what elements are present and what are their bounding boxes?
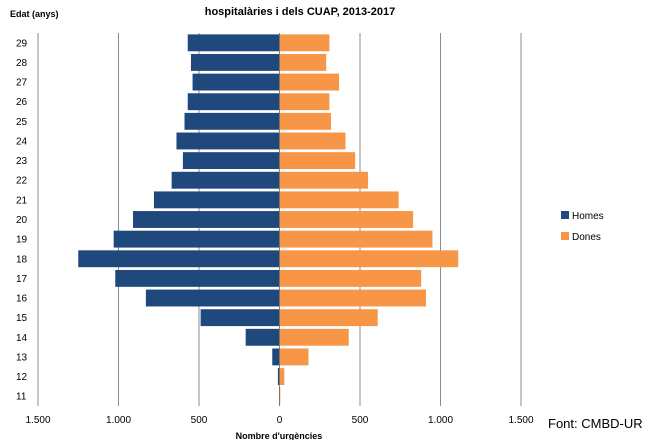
bar-homes-23 xyxy=(182,152,280,170)
y-tick-label: 23 xyxy=(16,156,28,167)
bar-homes-19 xyxy=(113,230,280,248)
bar-homes-22 xyxy=(171,171,280,189)
bar-dones-17 xyxy=(279,269,422,287)
x-axis-title: Nombre d'urgències xyxy=(236,431,323,440)
legend-swatch-homes xyxy=(561,211,569,219)
bar-homes-24 xyxy=(176,132,280,150)
y-tick-label: 27 xyxy=(16,78,28,89)
bar-homes-18 xyxy=(78,250,280,268)
y-tick-label: 24 xyxy=(16,136,28,147)
bar-dones-26 xyxy=(279,93,330,111)
bar-dones-11 xyxy=(279,387,281,405)
y-tick-label: 12 xyxy=(16,372,28,383)
y-tick-label: 13 xyxy=(16,352,28,363)
bar-homes-26 xyxy=(187,93,280,111)
y-tick-label: 14 xyxy=(16,333,28,344)
bar-dones-13 xyxy=(279,348,309,366)
x-tick-label: 0 xyxy=(277,415,283,426)
y-tick-label: 26 xyxy=(16,97,28,108)
bar-homes-20 xyxy=(132,211,280,228)
y-tick-label: 16 xyxy=(16,294,28,305)
bar-homes-21 xyxy=(153,191,280,209)
y-tick-label: 11 xyxy=(16,392,27,403)
y-tick-label: 29 xyxy=(16,38,28,49)
chart-title: hospitalàries i dels CUAP, 2013-2017 xyxy=(205,6,396,18)
legend-label-homes: Homes xyxy=(572,211,604,222)
bar-homes-28 xyxy=(190,54,280,71)
bar-dones-14 xyxy=(279,328,349,346)
bar-homes-25 xyxy=(184,112,280,130)
bar-homes-12 xyxy=(277,368,280,385)
bar-homes-15 xyxy=(200,309,280,327)
bar-dones-28 xyxy=(279,54,327,71)
bar-dones-20 xyxy=(279,211,414,228)
y-tick-labels: 29 28 27 26 25 24 23 22 21 20 19 18 17 16 15 14 13 12 11 xyxy=(16,38,28,402)
y-tick-label: 25 xyxy=(16,117,28,128)
bar-dones-16 xyxy=(279,289,427,307)
bar-dones-21 xyxy=(279,191,399,209)
bar-dones-18 xyxy=(279,250,459,268)
bar-dones-24 xyxy=(279,132,346,150)
bar-homes-29 xyxy=(187,34,280,52)
legend-label-dones: Dones xyxy=(572,232,601,243)
x-tick-label: 1.000 xyxy=(428,415,453,426)
y-tick-label: 28 xyxy=(16,58,28,69)
legend-swatch-dones xyxy=(561,232,569,240)
x-tick-labels: 1.500 1.000 500 0 500 1.000 1.500 xyxy=(25,415,533,426)
y-tick-label: 22 xyxy=(16,176,28,187)
bar-dones-15 xyxy=(279,309,378,327)
x-tick-label: 1.500 xyxy=(508,415,533,426)
x-tick-label: 500 xyxy=(191,415,208,426)
source-note: Font: CMBD-UR xyxy=(548,416,643,431)
y-tick-label: 15 xyxy=(16,313,28,324)
bar-homes-13 xyxy=(272,348,280,366)
bar-homes-16 xyxy=(145,289,280,307)
bar-dones-23 xyxy=(279,152,356,170)
bar-dones-22 xyxy=(279,171,369,189)
y-tick-label: 20 xyxy=(16,215,28,226)
bar-homes-27 xyxy=(192,73,280,91)
x-tick-label: 500 xyxy=(352,415,369,426)
bar-homes-14 xyxy=(245,328,280,346)
y-tick-label: 21 xyxy=(16,195,28,206)
bar-dones-29 xyxy=(279,34,330,52)
y-tick-label: 17 xyxy=(16,274,28,285)
bar-dones-12 xyxy=(279,368,285,385)
x-tick-label: 1.500 xyxy=(25,415,50,426)
bar-dones-25 xyxy=(279,112,332,130)
y-tick-label: 19 xyxy=(16,235,28,246)
bar-homes-17 xyxy=(115,269,280,287)
legend: Homes Dones xyxy=(561,211,604,243)
bar-dones-27 xyxy=(279,73,340,91)
bars-group xyxy=(78,34,459,405)
x-tick-label: 1.000 xyxy=(106,415,131,426)
bar-dones-19 xyxy=(279,230,433,248)
y-axis-title: Edat (anys) xyxy=(10,9,59,19)
y-tick-label: 18 xyxy=(16,254,28,265)
